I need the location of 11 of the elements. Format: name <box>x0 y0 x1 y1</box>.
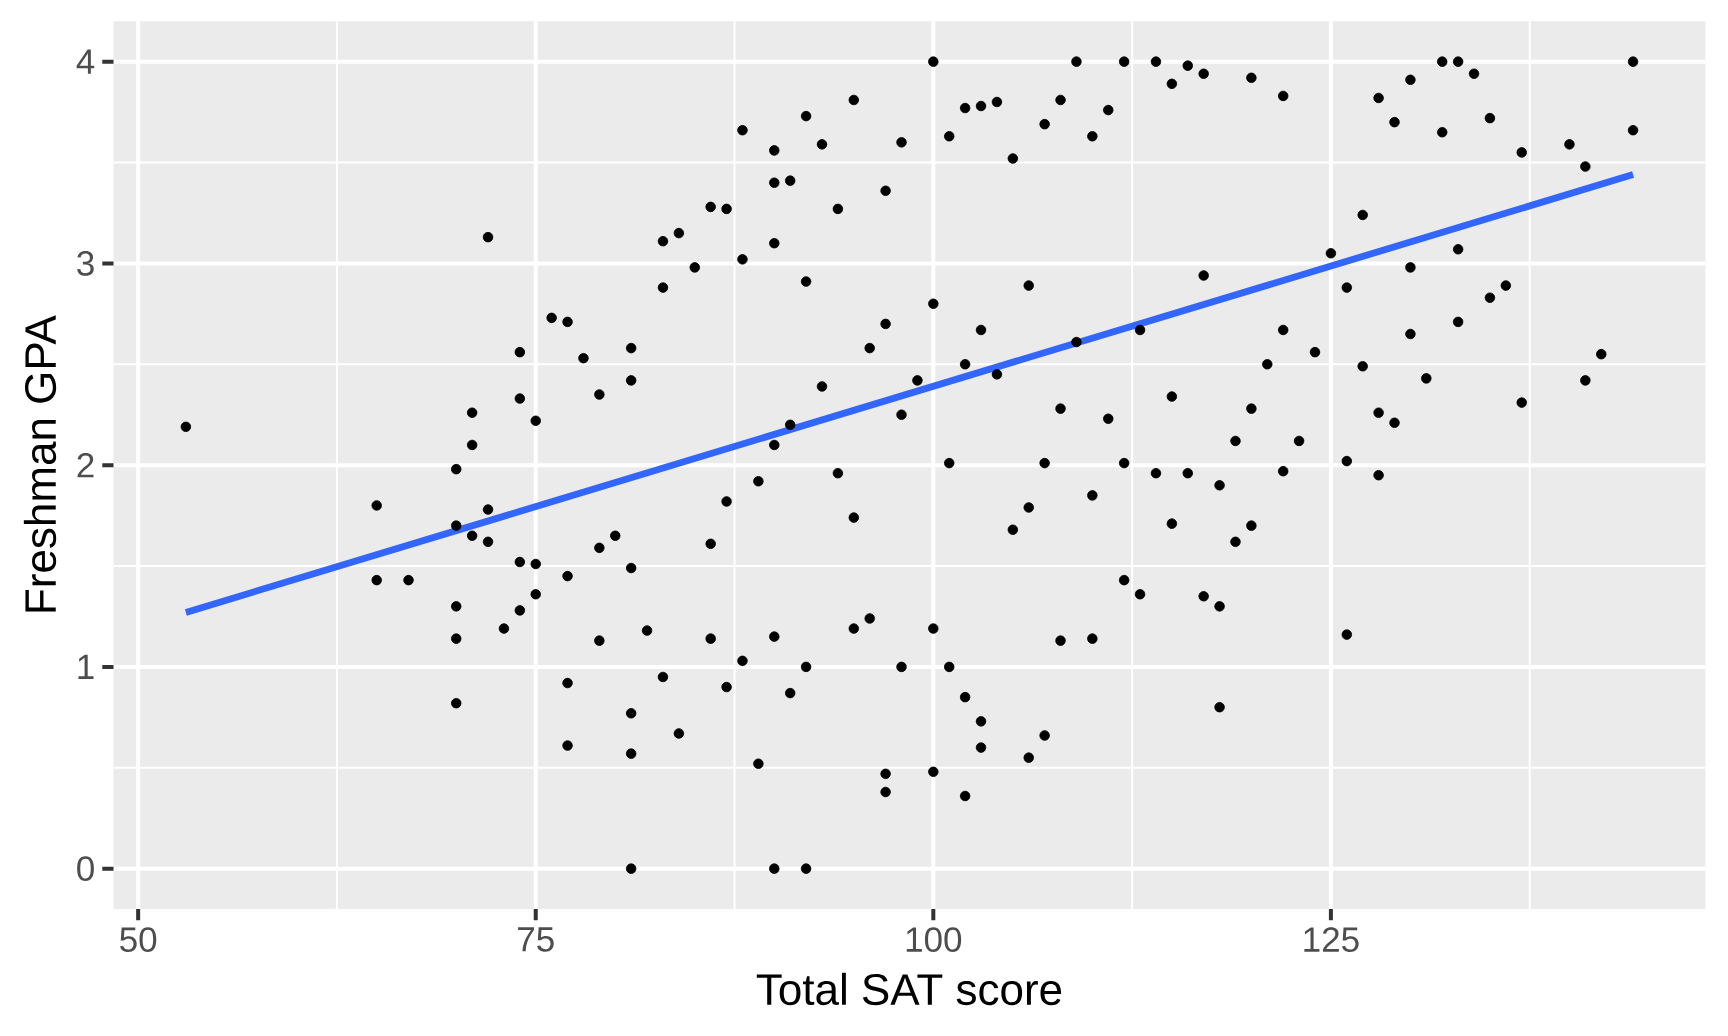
x-tick-label: 100 <box>906 927 962 953</box>
y-tick-label: 1 <box>78 654 94 679</box>
y-tick-label: 3 <box>77 251 94 276</box>
x-tick-label: 125 <box>1304 927 1359 953</box>
y-tick-label: 2 <box>77 452 94 478</box>
x-tick-label: 75 <box>518 927 554 952</box>
y-axis-title: Freshman GPA <box>23 315 57 612</box>
y-tick-label: 0 <box>77 856 94 882</box>
x-axis-title: Total SAT score <box>756 972 1062 1006</box>
y-tick-label: 4 <box>76 49 95 74</box>
x-tick-label: 50 <box>120 927 157 953</box>
